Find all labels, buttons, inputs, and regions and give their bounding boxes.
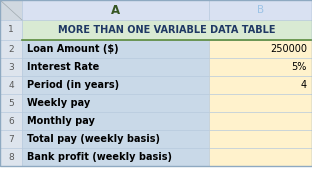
- Bar: [209, 112, 312, 130]
- Text: B: B: [257, 5, 264, 15]
- Text: 7: 7: [8, 135, 14, 144]
- Text: 5: 5: [8, 98, 14, 107]
- Bar: [0, 40, 22, 58]
- Bar: [22, 112, 209, 130]
- Bar: [209, 0, 312, 20]
- Bar: [0, 148, 22, 166]
- Bar: [22, 40, 209, 58]
- Bar: [209, 40, 312, 58]
- Text: 2: 2: [8, 45, 14, 54]
- Bar: [0, 112, 22, 130]
- Bar: [22, 0, 209, 20]
- Text: Loan Amount ($): Loan Amount ($): [27, 44, 119, 54]
- Text: A: A: [111, 3, 120, 17]
- Text: Period (in years): Period (in years): [27, 80, 119, 90]
- Text: Bank profit (weekly basis): Bank profit (weekly basis): [27, 152, 172, 162]
- Bar: [209, 58, 312, 76]
- Bar: [0, 20, 22, 40]
- Bar: [209, 148, 312, 166]
- Text: 6: 6: [8, 116, 14, 125]
- Text: Weekly pay: Weekly pay: [27, 98, 90, 108]
- Bar: [22, 58, 209, 76]
- Text: MORE THAN ONE VARIABLE DATA TABLE: MORE THAN ONE VARIABLE DATA TABLE: [58, 25, 276, 35]
- Text: Interest Rate: Interest Rate: [27, 62, 99, 72]
- Bar: [0, 58, 22, 76]
- Bar: [209, 94, 312, 112]
- Bar: [209, 76, 312, 94]
- Bar: [22, 76, 209, 94]
- Text: Monthly pay: Monthly pay: [27, 116, 95, 126]
- Text: 3: 3: [8, 63, 14, 72]
- Text: Total pay (weekly basis): Total pay (weekly basis): [27, 134, 160, 144]
- Text: 8: 8: [8, 153, 14, 162]
- Bar: [22, 148, 209, 166]
- Bar: [22, 94, 209, 112]
- Bar: [0, 130, 22, 148]
- Bar: [0, 0, 22, 20]
- Bar: [0, 94, 22, 112]
- Text: 4: 4: [301, 80, 307, 90]
- Text: 5%: 5%: [292, 62, 307, 72]
- Bar: [22, 130, 209, 148]
- Bar: [0, 76, 22, 94]
- Text: 4: 4: [8, 81, 14, 89]
- Text: 1: 1: [8, 26, 14, 35]
- Bar: [209, 130, 312, 148]
- Text: 250000: 250000: [270, 44, 307, 54]
- Bar: [22, 20, 312, 40]
